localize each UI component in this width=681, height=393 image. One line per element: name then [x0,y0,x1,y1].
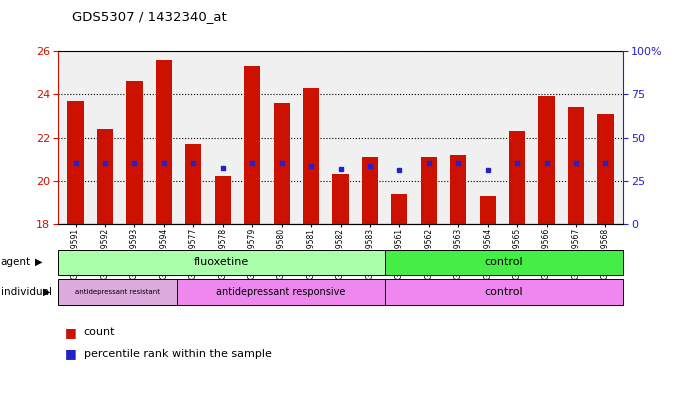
Text: GDS5307 / 1432340_at: GDS5307 / 1432340_at [72,10,226,23]
Bar [539,96,554,224]
Bar [58,279,177,305]
Text: agent: agent [1,257,31,267]
Bar [97,129,113,224]
Bar [67,101,84,224]
Bar [127,81,142,224]
Text: percentile rank within the sample: percentile rank within the sample [84,349,272,359]
Bar [392,194,407,224]
Bar [274,103,289,224]
Text: antidepressant resistant: antidepressant resistant [75,289,160,295]
Text: ▶: ▶ [43,286,50,297]
Bar [597,114,614,224]
Bar [385,250,623,275]
Text: control: control [485,257,524,267]
Text: ■: ■ [65,347,76,360]
Bar [244,66,260,224]
Bar [362,157,378,224]
Bar [177,279,385,305]
Text: count: count [84,327,115,337]
Text: individual: individual [1,286,52,297]
Text: fluoxetine: fluoxetine [194,257,249,267]
Bar [421,157,437,224]
Bar [303,88,319,224]
Text: antidepressant responsive: antidepressant responsive [217,287,346,297]
Bar [332,174,349,224]
Bar [185,144,202,224]
Text: control: control [485,287,524,297]
Text: ■: ■ [65,325,76,339]
Bar [509,131,525,224]
Bar [215,176,231,224]
Bar [479,196,496,224]
Text: ▶: ▶ [35,257,43,267]
Bar [568,107,584,224]
Bar [450,155,466,224]
Bar [58,250,385,275]
Bar [385,279,623,305]
Bar [156,60,172,224]
